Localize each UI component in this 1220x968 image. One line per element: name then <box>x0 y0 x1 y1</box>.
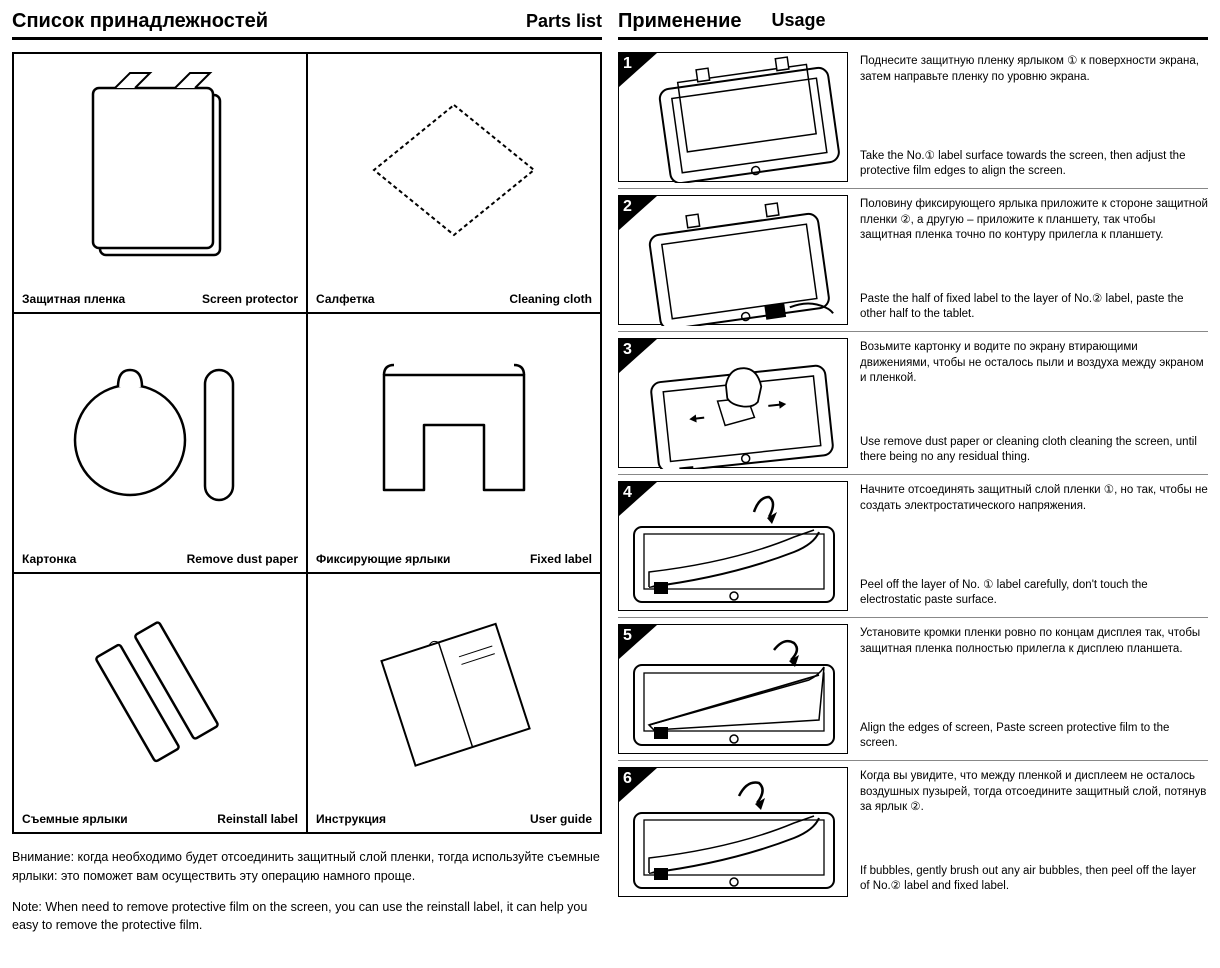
step-text-ru: Установите кромки пленки ровно по концам… <box>860 626 1208 657</box>
parts-grid: Защитная пленка Screen protector Салфетк… <box>12 52 602 834</box>
steps-list: 1 Поднесите защитную пленку ярлыко <box>618 52 1208 903</box>
part-cell-fixed-label: Фиксирующие ярлыки Fixed label <box>307 313 601 573</box>
part-cell-dust-paper: Картонка Remove dust paper <box>13 313 307 573</box>
part-cell-reinstall-label: Съемные ярлыки Reinstall label <box>13 573 307 833</box>
cell-label-en: Fixed label <box>530 552 592 566</box>
step-text-en: Peel off the layer of No. ① label carefu… <box>860 578 1208 609</box>
cell-label-en: Cleaning cloth <box>509 292 592 306</box>
parts-list-header: Список принадлежностей Parts list <box>12 10 602 40</box>
usage-header: Применение Usage <box>618 10 1208 40</box>
step-4: 4 Начните отсоединять защитный слой плен… <box>618 481 1208 618</box>
part-cell-screen-protector: Защитная пленка Screen protector <box>13 53 307 313</box>
part-cell-cleaning-cloth: Салфетка Cleaning cloth <box>307 53 601 313</box>
step-4-illustration: 4 <box>618 481 848 611</box>
step-text-en: If bubbles, gently brush out any air bub… <box>860 864 1208 895</box>
cleaning-cloth-icon <box>308 54 600 286</box>
parts-title-ru: Список принадлежностей <box>12 10 268 33</box>
step-1-illustration: 1 <box>618 52 848 182</box>
cell-label-en: Screen protector <box>202 292 298 306</box>
cell-label-ru: Салфетка <box>316 292 375 306</box>
fixed-label-icon <box>308 314 600 546</box>
step-3: 3 <box>618 338 1208 475</box>
step-text-ru: Половину фиксирующего ярлыка приложите к… <box>860 197 1208 244</box>
note-en: Note: When need to remove protective fil… <box>12 898 602 936</box>
usage-title-ru: Применение <box>618 10 742 33</box>
step-5: 5 Установите кромки пленки ровно по конц… <box>618 624 1208 761</box>
parts-list-section: Список принадлежностей Parts list Защитн… <box>12 10 602 958</box>
step-text-ru: Возьмите картонку и водите по экрану вти… <box>860 340 1208 387</box>
part-cell-user-guide: Инструкция User guide <box>307 573 601 833</box>
parts-title-en: Parts list <box>526 11 602 32</box>
user-guide-icon <box>308 574 600 806</box>
cell-label-ru: Съемные ярлыки <box>22 812 128 826</box>
cell-label-ru: Инструкция <box>316 812 386 826</box>
step-1: 1 Поднесите защитную пленку ярлыко <box>618 52 1208 189</box>
step-text-en: Paste the half of fixed label to the lay… <box>860 292 1208 323</box>
step-text-ru: Начните отсоединять защитный слой пленки… <box>860 483 1208 514</box>
cell-label-ru: Защитная пленка <box>22 292 125 306</box>
dust-paper-icon <box>14 314 306 546</box>
step-3-illustration: 3 <box>618 338 848 468</box>
cell-label-en: Reinstall label <box>217 812 298 826</box>
step-text-en: Align the edges of screen, Paste screen … <box>860 721 1208 752</box>
step-text-ru: Поднесите защитную пленку ярлыком ① к по… <box>860 54 1208 85</box>
screen-protector-icon <box>14 54 306 286</box>
cell-label-en: User guide <box>530 812 592 826</box>
usage-section: Применение Usage 1 <box>618 10 1208 958</box>
step-text-en: Use remove dust paper or cleaning cloth … <box>860 435 1208 466</box>
step-2: 2 <box>618 195 1208 332</box>
cell-label-ru: Фиксирующие ярлыки <box>316 552 450 566</box>
step-6: 6 Когда вы увидите, что между пленкой и … <box>618 767 1208 903</box>
step-5-illustration: 5 <box>618 624 848 754</box>
reinstall-label-icon <box>14 574 306 806</box>
step-6-illustration: 6 <box>618 767 848 897</box>
usage-title-en: Usage <box>772 10 826 33</box>
step-text-en: Take the No.① label surface towards the … <box>860 149 1208 180</box>
cell-label-ru: Картонка <box>22 552 76 566</box>
step-2-illustration: 2 <box>618 195 848 325</box>
cell-label-en: Remove dust paper <box>187 552 298 566</box>
step-text-ru: Когда вы увидите, что между пленкой и ди… <box>860 769 1208 816</box>
note-ru: Внимание: когда необходимо будет отсоеди… <box>12 848 602 886</box>
